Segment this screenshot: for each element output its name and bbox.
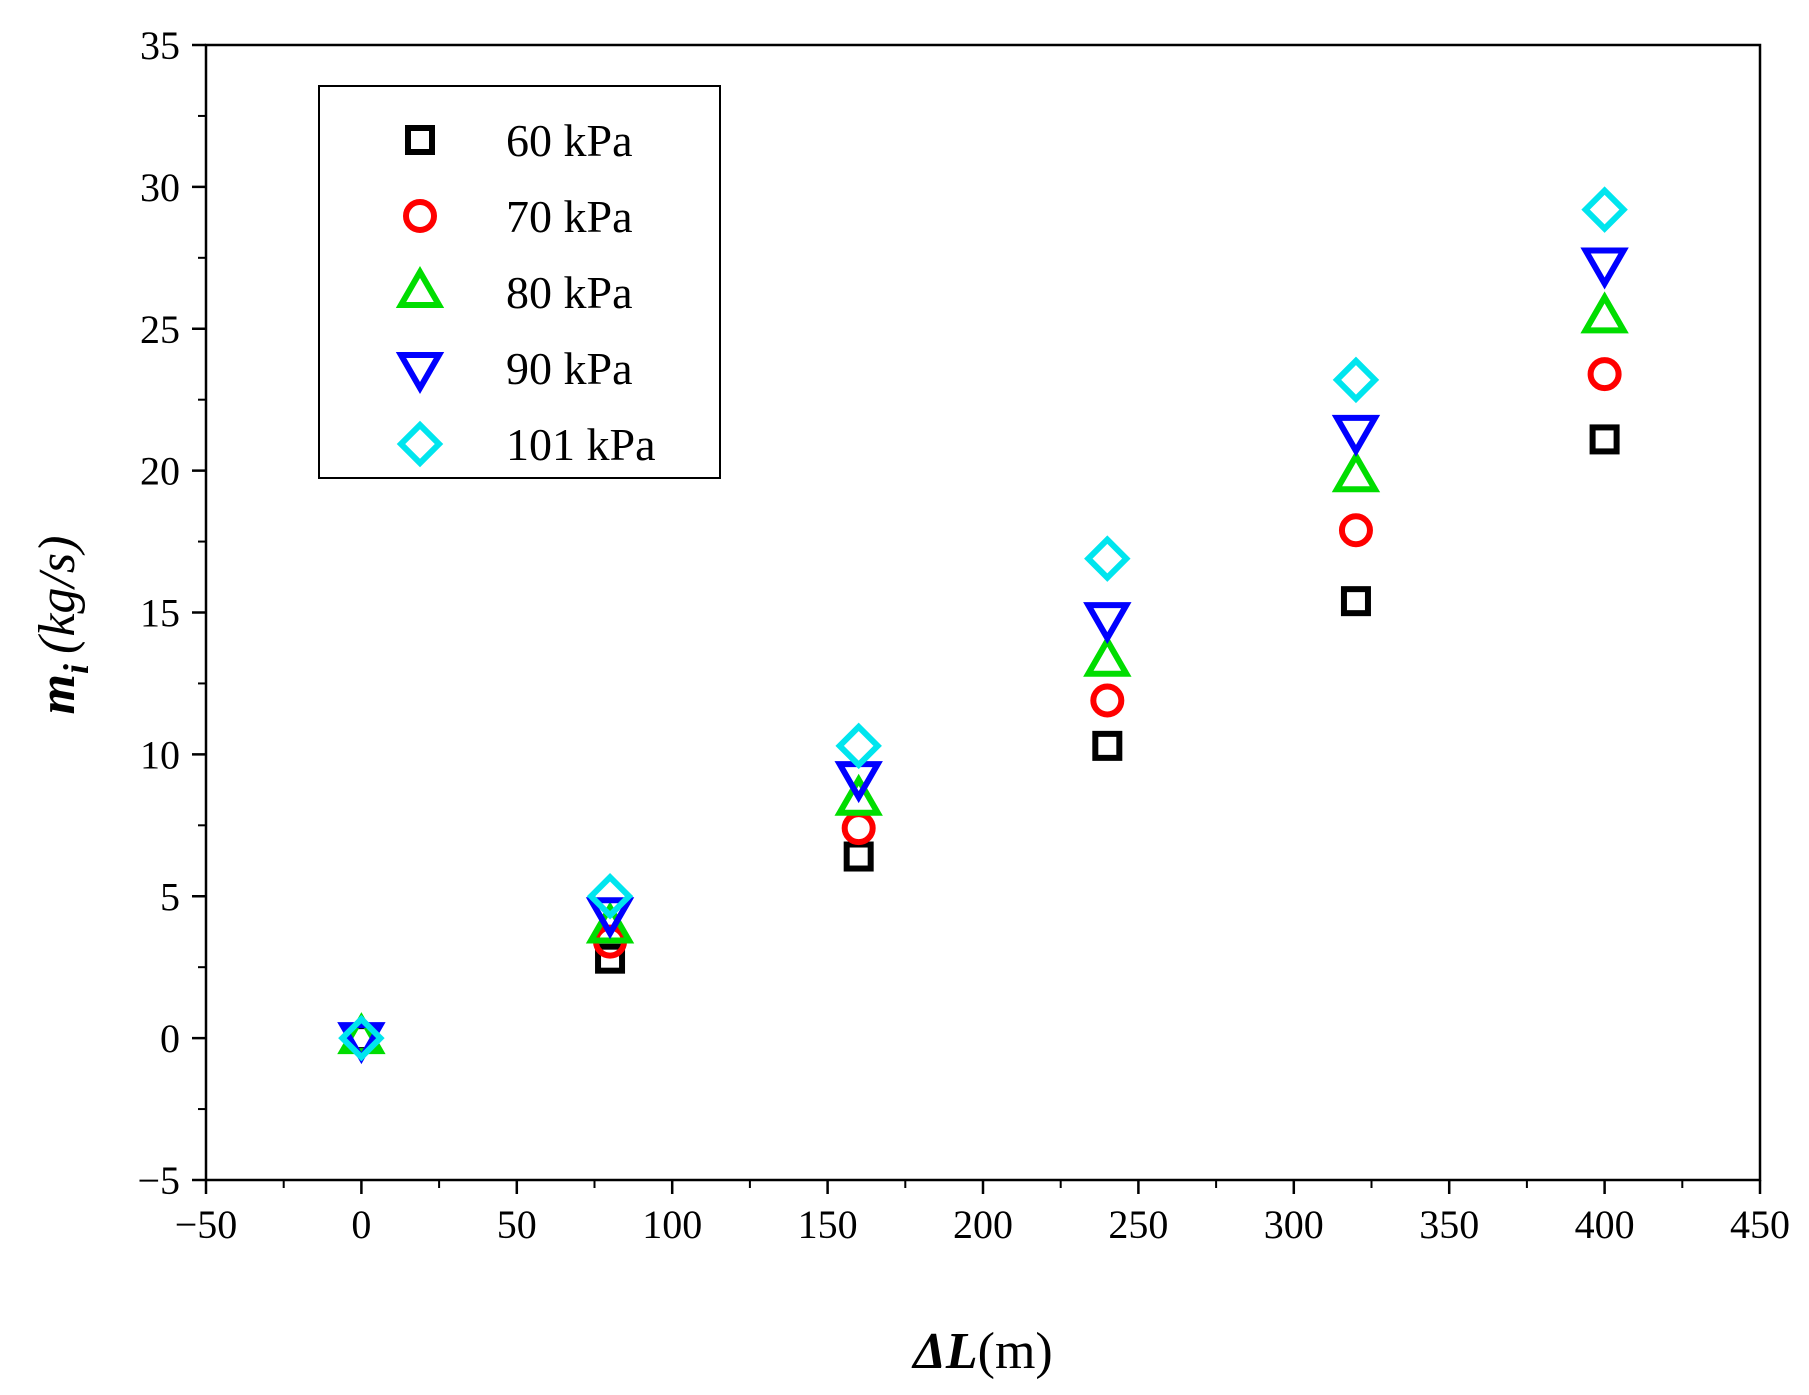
data-point <box>841 811 876 846</box>
x-tick-label: 50 <box>497 1202 537 1247</box>
x-tick-label: −50 <box>175 1202 238 1247</box>
series-101-kpa <box>338 186 1628 1062</box>
x-tick-label: 100 <box>642 1202 702 1247</box>
x-tick-label: 0 <box>351 1202 371 1247</box>
data-point <box>1338 513 1373 548</box>
data-point <box>843 841 874 872</box>
legend-label: 101 kPa <box>506 419 656 470</box>
y-tick-label: 35 <box>140 23 180 68</box>
legend-marker <box>403 199 437 233</box>
legend-label: 60 kPa <box>506 115 633 166</box>
data-point <box>1084 535 1131 582</box>
y-tick-label: 10 <box>140 732 180 777</box>
data-point <box>585 901 635 944</box>
data-point <box>834 773 883 816</box>
data-point <box>1581 186 1628 233</box>
x-tick-label: 350 <box>1419 1202 1479 1247</box>
series-60-kpa <box>346 424 1620 1054</box>
legend-marker <box>405 125 435 155</box>
y-tick-label: 0 <box>160 1016 180 1061</box>
x-tick-label: 250 <box>1108 1202 1168 1247</box>
data-point <box>1587 357 1622 392</box>
x-tick-label: 400 <box>1575 1202 1635 1247</box>
y-tick-label: 30 <box>140 165 180 210</box>
y-axis-title: mi(kg/s) <box>29 536 96 715</box>
legend: 60 kPa 70 kPa 80 kPa 90 kPa 101 kPa <box>318 85 721 479</box>
y-tick-label: −5 <box>137 1158 180 1203</box>
legend-label: 70 kPa <box>506 191 633 242</box>
data-point <box>337 1022 386 1065</box>
x-tick-label: 450 <box>1730 1202 1790 1247</box>
data-point <box>338 1014 385 1062</box>
y-tick-label: 25 <box>140 307 180 352</box>
x-tick-label: 150 <box>798 1202 858 1247</box>
data-point <box>1331 450 1381 493</box>
data-point <box>1083 602 1132 645</box>
series-80-kpa <box>337 291 1629 1055</box>
y-tick-label: 15 <box>140 591 180 636</box>
data-point <box>1090 683 1125 718</box>
data-point <box>586 873 634 920</box>
y-axis: −5 0 5 10 15 20 25 30 35 <box>137 23 206 1203</box>
x-tick-label: 200 <box>953 1202 1013 1247</box>
data-point <box>1083 634 1132 677</box>
data-point <box>1092 730 1123 761</box>
data-point <box>835 722 882 770</box>
legend-label: 80 kPa <box>506 267 633 318</box>
data-point <box>595 943 626 974</box>
data-markers <box>337 186 1629 1065</box>
legend-marker <box>396 420 444 468</box>
data-point <box>585 897 635 940</box>
data-point <box>337 1012 386 1055</box>
legend-box <box>318 85 721 479</box>
y-tick-label: 20 <box>140 449 180 494</box>
data-point <box>1332 356 1380 404</box>
data-point <box>1340 586 1371 617</box>
data-point <box>1589 424 1620 455</box>
legend-label: 90 kPa <box>506 343 633 394</box>
y-tick-label: 5 <box>160 874 180 919</box>
data-point <box>1580 291 1629 334</box>
data-point <box>1331 414 1381 457</box>
legend-marker <box>395 352 445 395</box>
data-point <box>1580 247 1629 290</box>
legend-marker <box>395 265 445 308</box>
x-axis: −50 0 50 100 150 200 250 300 350 400 450 <box>175 1180 1790 1247</box>
x-tick-label: 300 <box>1264 1202 1324 1247</box>
x-axis-title: ΔL(m) <box>911 1323 1052 1380</box>
